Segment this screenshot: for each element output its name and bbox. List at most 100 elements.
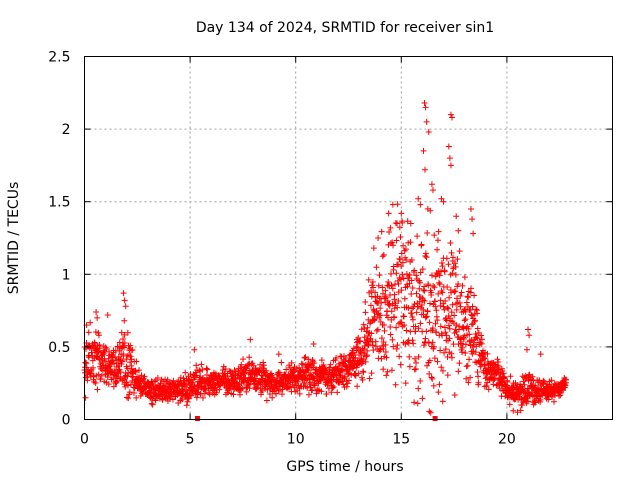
data-point bbox=[377, 346, 384, 353]
data-point bbox=[434, 358, 441, 365]
data-point bbox=[468, 311, 475, 318]
data-point bbox=[463, 299, 470, 306]
data-point bbox=[442, 329, 449, 336]
data-point-outlier bbox=[523, 346, 530, 353]
data-point bbox=[333, 354, 340, 361]
data-point bbox=[393, 345, 400, 352]
data-point bbox=[452, 288, 459, 295]
data-point bbox=[429, 272, 436, 279]
data-point bbox=[382, 341, 389, 348]
data-point bbox=[444, 283, 451, 290]
data-point bbox=[402, 246, 409, 253]
data-point bbox=[408, 257, 415, 264]
data-point bbox=[413, 309, 420, 316]
data-point bbox=[198, 361, 205, 368]
data-point bbox=[398, 319, 405, 326]
data-point bbox=[313, 390, 320, 397]
data-point-outlier bbox=[537, 351, 544, 358]
data-point bbox=[411, 267, 418, 274]
data-point bbox=[403, 270, 410, 277]
data-point bbox=[483, 382, 490, 389]
data-point bbox=[405, 304, 412, 311]
data-point bbox=[445, 261, 452, 268]
data-point bbox=[169, 396, 176, 403]
data-point bbox=[425, 282, 432, 289]
data-point bbox=[406, 280, 413, 287]
data-point bbox=[540, 380, 547, 387]
data-point bbox=[444, 304, 451, 311]
data-point bbox=[435, 290, 442, 297]
data-point-outlier bbox=[525, 326, 532, 333]
data-point bbox=[468, 321, 475, 328]
data-point bbox=[436, 381, 443, 388]
data-point bbox=[399, 259, 406, 266]
data-point bbox=[462, 308, 469, 315]
data-point bbox=[329, 385, 336, 392]
data-point bbox=[444, 372, 451, 379]
data-point bbox=[389, 285, 396, 292]
data-point bbox=[464, 293, 471, 300]
data-point bbox=[519, 402, 526, 409]
data-point bbox=[457, 293, 464, 300]
data-point bbox=[259, 387, 266, 394]
data-point bbox=[254, 381, 261, 388]
data-point bbox=[238, 361, 245, 368]
data-point bbox=[440, 303, 447, 310]
data-point-outlier bbox=[421, 99, 428, 106]
data-point bbox=[477, 339, 484, 346]
data-point-outlier bbox=[455, 227, 462, 234]
data-point bbox=[426, 370, 433, 377]
data-point bbox=[430, 382, 437, 389]
data-point bbox=[393, 270, 400, 277]
data-point bbox=[357, 349, 364, 356]
data-point bbox=[388, 282, 395, 289]
data-point bbox=[96, 345, 103, 352]
data-point-outlier bbox=[389, 201, 396, 208]
data-point bbox=[423, 362, 430, 369]
data-point bbox=[448, 249, 455, 256]
data-point bbox=[424, 230, 431, 237]
data-point bbox=[396, 224, 403, 231]
data-point bbox=[379, 284, 386, 291]
data-point-outlier bbox=[514, 409, 521, 416]
data-point bbox=[183, 382, 190, 389]
data-point bbox=[426, 357, 433, 364]
data-point-outlier bbox=[470, 230, 477, 237]
data-point bbox=[532, 399, 539, 406]
data-point bbox=[216, 386, 223, 393]
data-point bbox=[403, 327, 410, 334]
data-point bbox=[379, 253, 386, 260]
data-point bbox=[472, 330, 479, 337]
data-point-outlier bbox=[415, 195, 422, 202]
data-point bbox=[189, 379, 196, 386]
data-point bbox=[385, 314, 392, 321]
data-point bbox=[434, 237, 441, 244]
data-point bbox=[341, 373, 348, 380]
data-point bbox=[378, 228, 385, 235]
data-point bbox=[414, 400, 421, 407]
y-tick-label: 0.5 bbox=[48, 340, 70, 356]
data-point bbox=[330, 384, 337, 391]
x-tick-label: 15 bbox=[392, 432, 410, 448]
data-point bbox=[459, 282, 466, 289]
data-point bbox=[222, 366, 229, 373]
data-point bbox=[261, 369, 268, 376]
data-point bbox=[399, 271, 406, 278]
data-point bbox=[448, 354, 455, 361]
data-point bbox=[301, 380, 308, 387]
data-point bbox=[411, 355, 418, 362]
data-point bbox=[446, 294, 453, 301]
data-point bbox=[396, 353, 403, 360]
data-point bbox=[415, 303, 422, 310]
data-point bbox=[99, 352, 106, 359]
data-point bbox=[252, 375, 259, 382]
data-point bbox=[450, 341, 457, 348]
data-point bbox=[445, 305, 452, 312]
data-point-outlier bbox=[428, 181, 435, 188]
data-point bbox=[448, 289, 455, 296]
grid bbox=[84, 56, 613, 420]
data-point bbox=[415, 353, 422, 360]
data-point-outlier bbox=[421, 166, 428, 173]
data-point bbox=[121, 340, 128, 347]
data-point bbox=[364, 324, 371, 331]
